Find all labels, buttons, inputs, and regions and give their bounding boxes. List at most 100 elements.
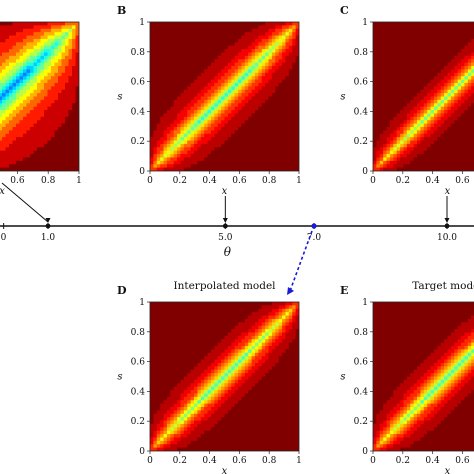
heatmap-cell bbox=[224, 69, 229, 74]
heatmap-cell bbox=[180, 116, 185, 121]
heatmap-cell bbox=[187, 28, 192, 33]
heatmap-cell bbox=[204, 86, 209, 91]
heatmap-cell bbox=[40, 66, 45, 71]
heatmap-cell bbox=[177, 113, 182, 118]
heatmap-cell bbox=[173, 126, 178, 131]
heatmap-cell bbox=[433, 79, 438, 84]
heatmap-cell bbox=[234, 120, 239, 125]
heatmap-cell bbox=[420, 76, 425, 81]
heatmap-cell bbox=[173, 106, 178, 111]
heatmap-cell bbox=[19, 22, 24, 26]
heatmap-cell bbox=[217, 96, 222, 101]
heatmap-cell bbox=[204, 25, 209, 30]
heatmap-cell bbox=[410, 86, 415, 91]
heatmap-cell bbox=[19, 38, 24, 43]
heatmap-cell bbox=[40, 99, 45, 104]
heatmap-cell bbox=[200, 157, 205, 162]
heatmap-cell bbox=[221, 137, 226, 142]
heatmap-cell bbox=[248, 123, 253, 128]
heatmap-cell bbox=[265, 93, 270, 98]
heatmap-cell bbox=[231, 106, 236, 111]
heatmap-cell bbox=[241, 66, 246, 71]
heatmap-cell bbox=[241, 123, 246, 128]
heatmap-cell bbox=[454, 103, 459, 108]
heatmap-cell bbox=[190, 133, 195, 138]
heatmap-cell bbox=[295, 96, 299, 101]
heatmap-cell bbox=[447, 89, 452, 94]
heatmap-cell bbox=[163, 157, 168, 162]
heatmap-cell bbox=[156, 76, 161, 81]
heatmap-cell bbox=[261, 49, 266, 54]
x-axis-label: x bbox=[222, 186, 228, 197]
heatmap-cell bbox=[231, 150, 236, 155]
heatmap-cell bbox=[295, 28, 299, 33]
heatmap-cell bbox=[214, 52, 219, 57]
heatmap-cell bbox=[268, 52, 273, 57]
heatmap-cell bbox=[33, 143, 38, 148]
heatmap-cell bbox=[68, 45, 73, 50]
heatmap-cell bbox=[58, 123, 63, 128]
heatmap-cell bbox=[9, 69, 14, 74]
heatmap-cell bbox=[464, 32, 469, 37]
heatmap-cell bbox=[16, 143, 21, 148]
heatmap-cell bbox=[173, 96, 178, 101]
heatmap-cell bbox=[214, 143, 219, 148]
heatmap-cell bbox=[65, 93, 70, 98]
heatmap-cell bbox=[163, 99, 168, 104]
heatmap-cell bbox=[19, 99, 24, 104]
heatmap-cell bbox=[156, 99, 161, 104]
heatmap-cell bbox=[170, 52, 175, 57]
heatmap-cell bbox=[450, 55, 455, 60]
heatmap-cell bbox=[224, 32, 229, 37]
heatmap-cell bbox=[282, 96, 287, 101]
heatmap-cell bbox=[68, 96, 73, 101]
heatmap-cell bbox=[227, 55, 232, 60]
heatmap-cell bbox=[231, 126, 236, 131]
heatmap-cell bbox=[5, 45, 10, 50]
heatmap-cell bbox=[244, 99, 249, 104]
heatmap-cell bbox=[30, 52, 35, 57]
heatmap-cell bbox=[30, 49, 35, 54]
heatmap-cell bbox=[265, 66, 270, 71]
heatmap-cell bbox=[275, 103, 280, 108]
heatmap-cell bbox=[295, 45, 299, 50]
heatmap-cell bbox=[217, 140, 222, 145]
heatmap-cell bbox=[457, 72, 462, 77]
heatmap-cell bbox=[19, 157, 24, 162]
heatmap-cell bbox=[217, 86, 222, 91]
heatmap-cell bbox=[403, 52, 408, 57]
heatmap-cell bbox=[224, 116, 229, 121]
heatmap-cell bbox=[197, 42, 202, 47]
heatmap-cell bbox=[265, 69, 270, 74]
heatmap-cell bbox=[423, 82, 428, 87]
heatmap-cell bbox=[254, 45, 259, 50]
heatmap-cell bbox=[393, 86, 398, 91]
heatmap-cell bbox=[19, 113, 24, 118]
heatmap-cell bbox=[16, 126, 21, 131]
heatmap-cell bbox=[44, 103, 49, 108]
heatmap-cell bbox=[268, 154, 273, 159]
heatmap-cell bbox=[241, 25, 246, 30]
heatmap-cell bbox=[261, 137, 266, 142]
heatmap-cell bbox=[244, 160, 249, 165]
heatmap-cell bbox=[150, 110, 154, 115]
heatmap-cell bbox=[275, 82, 280, 87]
heatmap-cell bbox=[183, 59, 188, 64]
heatmap-cell bbox=[150, 38, 154, 43]
heatmap-cell bbox=[254, 49, 259, 54]
heatmap-cell bbox=[292, 99, 297, 104]
heatmap-cell bbox=[265, 49, 270, 54]
heatmap-cell bbox=[37, 42, 42, 47]
heatmap-cell bbox=[0, 106, 3, 111]
heatmap-cell bbox=[23, 89, 28, 94]
heatmap-cell bbox=[2, 28, 7, 33]
heatmap-cell bbox=[204, 164, 209, 169]
heatmap-cell bbox=[30, 25, 35, 30]
heatmap-cell bbox=[227, 157, 232, 162]
heatmap-cell bbox=[423, 55, 428, 60]
heatmap-cell bbox=[244, 140, 249, 145]
heatmap-cell bbox=[0, 150, 3, 155]
heatmap-cell bbox=[37, 106, 42, 111]
heatmap-cell bbox=[9, 150, 14, 155]
heatmap-cell bbox=[224, 59, 229, 64]
